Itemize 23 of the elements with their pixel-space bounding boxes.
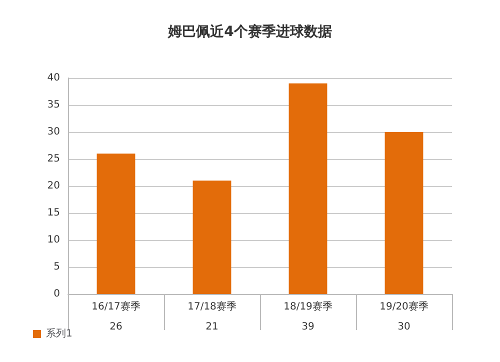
y-tick-label: 5 [54,262,60,272]
x-tick-label: 19/20赛季 [380,300,428,312]
data-label: 26 [110,322,122,332]
y-tick-label: 25 [47,154,60,164]
y-tick-label: 35 [47,100,60,110]
data-label: 30 [398,322,410,332]
legend-label: 系列1 [46,328,72,340]
bar [192,180,232,294]
y-tick-label: 15 [47,208,60,218]
y-tick-label: 40 [47,72,60,84]
data-label: 39 [302,322,314,332]
bar [384,132,424,294]
chart-title: 姆巴佩近4个赛季进球数据 [167,23,332,40]
y-tick-label: 30 [47,126,60,138]
y-tick-label: 10 [47,234,60,246]
x-tick-label: 18/19赛季 [284,300,332,312]
bar [96,154,136,294]
y-tick-label: 20 [47,180,60,192]
data-label: 21 [206,322,218,332]
y-tick-label: 0 [54,288,60,300]
x-tick-label: 16/17赛季 [92,300,140,312]
bar [288,83,328,294]
x-tick-label: 17/18赛季 [188,300,236,312]
